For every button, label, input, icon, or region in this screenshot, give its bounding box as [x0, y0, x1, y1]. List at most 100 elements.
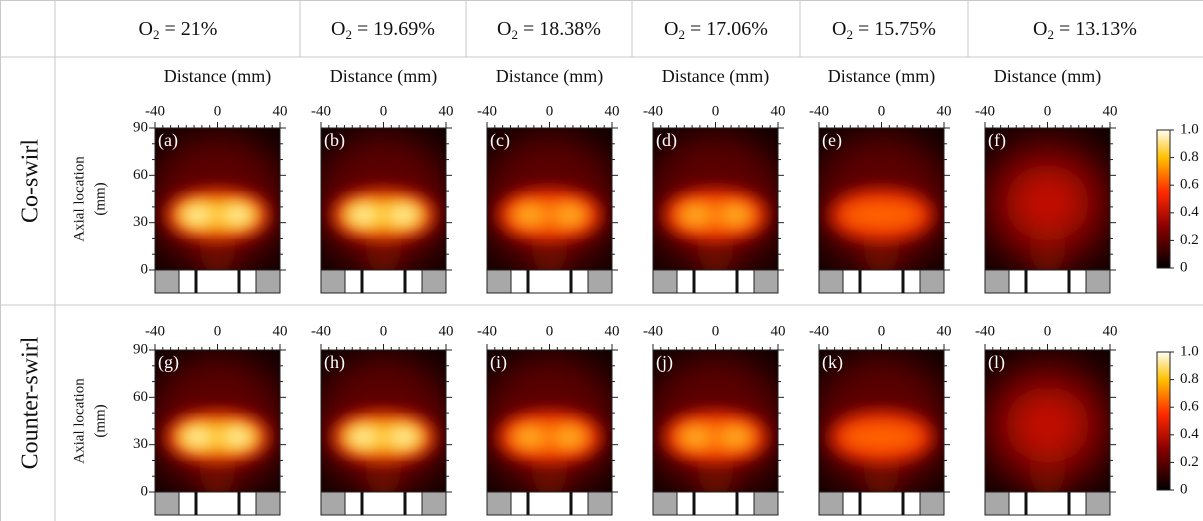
- nozzle-gray: [155, 270, 179, 293]
- colorbar-tick-label: 0.4: [1180, 426, 1199, 442]
- x-tick-label: -40: [809, 103, 829, 119]
- glow: [512, 425, 548, 449]
- row-label: Co-swirl: [18, 139, 44, 223]
- panel-label: (c): [490, 130, 510, 151]
- nozzle-gray: [487, 270, 511, 293]
- nozzle-white: [511, 270, 588, 293]
- x-tick-label: -40: [643, 323, 663, 339]
- nozzle-gray: [653, 270, 677, 293]
- panel-label: (i): [490, 352, 507, 373]
- glow: [838, 197, 926, 233]
- x-axis-title: Distance (mm): [662, 66, 769, 87]
- nozzle-gray: [487, 492, 511, 515]
- nozzle-white: [1009, 270, 1086, 293]
- glow: [220, 425, 256, 449]
- nozzle-gray: [1086, 270, 1110, 293]
- nozzle-gray: [321, 492, 345, 515]
- nozzle-gray: [985, 492, 1009, 515]
- header-base: O: [139, 18, 153, 40]
- nozzle-gray: [155, 492, 179, 515]
- glow: [220, 203, 256, 227]
- glow: [386, 425, 422, 449]
- nozzle-white: [677, 270, 754, 293]
- x-tick-label: 40: [273, 103, 288, 119]
- x-tick-label: -40: [477, 103, 497, 119]
- colorbar-tick-label: 0.4: [1180, 204, 1199, 220]
- x-tick-label: 0: [546, 103, 554, 119]
- x-tick-label: 0: [380, 103, 388, 119]
- colorbar-tick-label: 0: [1180, 481, 1188, 497]
- x-tick-label: 0: [878, 323, 886, 339]
- y-tick-label: 60: [133, 167, 148, 183]
- nozzle-white: [843, 270, 920, 293]
- header-base: O: [664, 18, 678, 40]
- column-header: O2 = 17.06%: [664, 18, 768, 42]
- x-tick-label: -40: [145, 323, 165, 339]
- column-header: O2 = 21%: [139, 18, 218, 42]
- colorbar: [1157, 352, 1170, 490]
- colorbar-tick-label: 0.8: [1180, 371, 1199, 387]
- nozzle-gray: [754, 270, 778, 293]
- glow: [180, 425, 216, 449]
- colorbar-tick-label: 0.2: [1180, 454, 1199, 470]
- colorbar-tick-label: 0.2: [1180, 232, 1199, 248]
- panel-label: (h): [324, 352, 345, 373]
- header-value: = 13.13%: [1054, 18, 1137, 40]
- colorbar-tick-label: 1.0: [1180, 121, 1199, 137]
- x-tick-label: 40: [439, 103, 454, 119]
- nozzle-gray: [819, 492, 843, 515]
- x-axis-title: Distance (mm): [164, 66, 271, 87]
- panel-label: (f): [988, 130, 1006, 151]
- glow: [718, 203, 754, 227]
- glow: [386, 203, 422, 227]
- panel-label: (j): [656, 352, 673, 373]
- y-tick-label: 30: [133, 214, 148, 230]
- x-tick-label: -40: [975, 323, 995, 339]
- glow: [1006, 387, 1090, 463]
- x-tick-label: -40: [311, 323, 331, 339]
- y-axis-title: (mm): [92, 182, 108, 215]
- nozzle-gray: [920, 492, 944, 515]
- x-tick-label: 0: [1044, 103, 1052, 119]
- nozzle-gray: [653, 492, 677, 515]
- x-tick-label: -40: [145, 103, 165, 119]
- nozzle-gray: [920, 270, 944, 293]
- nozzle-white: [511, 492, 588, 515]
- header-value: = 15.75%: [853, 18, 936, 40]
- x-tick-label: 0: [712, 103, 720, 119]
- nozzle-white: [677, 492, 754, 515]
- glow: [1006, 165, 1090, 241]
- column-header: O2 = 18.38%: [497, 18, 601, 42]
- x-tick-label: 0: [380, 323, 388, 339]
- y-tick-label: 0: [141, 261, 149, 277]
- nozzle-gray: [1086, 492, 1110, 515]
- header-value: = 18.38%: [518, 18, 601, 40]
- glow: [718, 425, 754, 449]
- y-axis-title: Axial location: [71, 156, 87, 242]
- nozzle-gray: [754, 492, 778, 515]
- nozzle-white: [843, 492, 920, 515]
- x-tick-label: 40: [1103, 323, 1118, 339]
- nozzle-gray: [422, 270, 446, 293]
- x-tick-label: -40: [643, 103, 663, 119]
- colorbar-tick-label: 0.8: [1180, 149, 1199, 165]
- glow: [512, 203, 548, 227]
- y-tick-label: 60: [133, 389, 148, 405]
- colorbar-tick-label: 0.6: [1180, 177, 1199, 193]
- colorbar: [1157, 130, 1170, 268]
- header-base: O: [832, 18, 846, 40]
- x-tick-label: 40: [439, 323, 454, 339]
- panel-label: (g): [158, 352, 179, 373]
- x-tick-label: 40: [605, 323, 620, 339]
- column-header: O2 = 15.75%: [832, 18, 936, 42]
- panel-label: (k): [822, 352, 843, 373]
- glow: [838, 419, 926, 455]
- figure: O2 = 21%O2 = 19.69%O2 = 18.38%O2 = 17.06…: [0, 0, 1203, 521]
- x-tick-label: 40: [937, 323, 952, 339]
- nozzle-gray: [588, 492, 612, 515]
- glow: [552, 425, 588, 449]
- colorbar-tick-label: 1.0: [1180, 343, 1199, 359]
- y-axis-title: (mm): [92, 404, 108, 437]
- nozzle-white: [1009, 492, 1086, 515]
- glow: [552, 203, 588, 227]
